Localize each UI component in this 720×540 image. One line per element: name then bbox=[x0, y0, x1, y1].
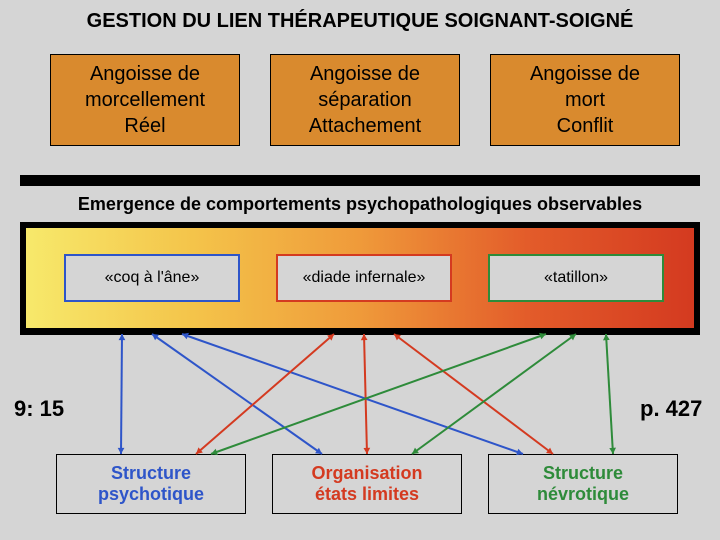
top-box-line: Angoisse de bbox=[271, 61, 459, 87]
top-box-separation: Angoisse de séparation Attachement bbox=[270, 54, 460, 146]
bottom-box-nevrotique: Structure névrotique bbox=[488, 454, 678, 514]
top-box-line: Attachement bbox=[271, 113, 459, 139]
page-title: GESTION DU LIEN THÉRAPEUTIQUE SOIGNANT-S… bbox=[0, 10, 720, 33]
time-code: 9: 15 bbox=[14, 396, 64, 422]
top-box-line: morcellement bbox=[51, 87, 239, 113]
bottom-box-line: psychotique bbox=[98, 484, 204, 505]
bottom-box-line: Organisation bbox=[311, 463, 422, 484]
top-box-morcellement: Angoisse de morcellement Réel bbox=[50, 54, 240, 146]
bottom-box-line: névrotique bbox=[537, 484, 629, 505]
top-box-line: Angoisse de bbox=[491, 61, 679, 87]
mid-box-coq: «coq à l'âne» bbox=[64, 254, 240, 302]
top-box-line: Réel bbox=[51, 113, 239, 139]
top-box-line: Conflit bbox=[491, 113, 679, 139]
page-ref: p. 427 bbox=[640, 396, 702, 422]
bottom-box-limites: Organisation états limites bbox=[272, 454, 462, 514]
top-box-line: séparation bbox=[271, 87, 459, 113]
mid-box-diade: «diade infernale» bbox=[276, 254, 452, 302]
top-box-mort: Angoisse de mort Conflit bbox=[490, 54, 680, 146]
mid-box-tatillon: «tatillon» bbox=[488, 254, 664, 302]
bottom-box-line: états limites bbox=[315, 484, 419, 505]
top-box-line: mort bbox=[491, 87, 679, 113]
bottom-box-line: Structure bbox=[543, 463, 623, 484]
bottom-box-line: Structure bbox=[111, 463, 191, 484]
emergence-label: Emergence de comportements psychopatholo… bbox=[20, 186, 700, 222]
top-box-line: Angoisse de bbox=[51, 61, 239, 87]
bottom-box-psychotique: Structure psychotique bbox=[56, 454, 246, 514]
